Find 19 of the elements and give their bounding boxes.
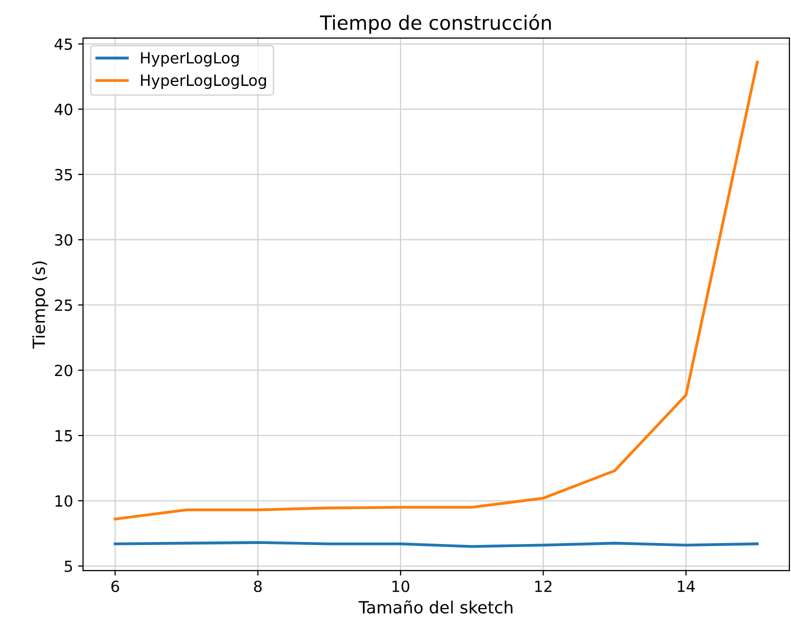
x-tick-label: 8 [254, 580, 262, 592]
y-axis-title: Tiempo (s) [32, 261, 48, 349]
chart-title: Tiempo de construcción [320, 14, 551, 34]
x-tick-label: 14 [678, 580, 695, 592]
legend-label: HyperLogLog [141, 52, 239, 67]
y-tick-label: 15 [56, 430, 72, 442]
x-tick-label: 12 [535, 580, 552, 592]
y-tick-label: 5 [64, 560, 72, 572]
legend-label: HyperLogLogLog [141, 74, 266, 89]
x-axis-title: Tamaño del sketch [358, 600, 512, 614]
y-tick-label: 35 [55, 168, 72, 180]
y-tick-label: 30 [55, 234, 72, 246]
x-tick-label: 10 [392, 580, 410, 592]
y-tick-label: 40 [54, 104, 72, 116]
y-tick-label: 10 [56, 495, 72, 507]
y-tick-label: 45 [54, 38, 72, 50]
x-tick-label: 6 [111, 580, 120, 592]
y-tick-label: 25 [55, 299, 72, 311]
y-tick-label: 20 [55, 364, 72, 376]
